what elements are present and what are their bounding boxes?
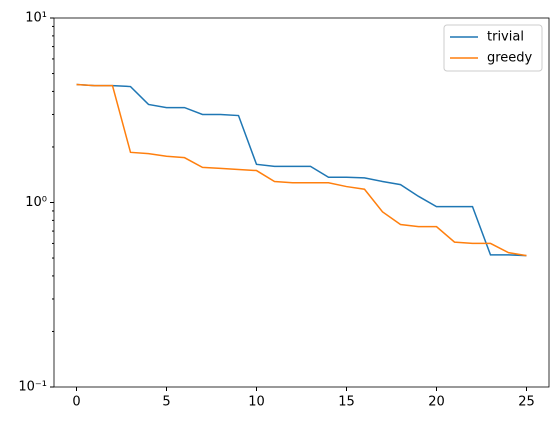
x-tick-label: 20	[428, 395, 445, 410]
legend: trivial greedy	[443, 24, 543, 72]
legend-label: greedy	[487, 51, 533, 66]
legend-label: trivial	[487, 30, 524, 45]
x-tick-label: 10	[248, 395, 265, 410]
x-tick-label: 5	[162, 395, 170, 410]
plot-frame	[53, 17, 550, 388]
line-series	[76, 83, 527, 257]
y-tick-label: 10⁻¹	[18, 380, 47, 395]
x-tick-label: 25	[518, 395, 535, 410]
x-tick-label: 0	[72, 395, 80, 410]
y-tick-label: 10⁰	[25, 195, 47, 210]
line-series	[76, 83, 527, 257]
y-tick-label: 10¹	[25, 11, 47, 26]
x-tick-label: 15	[338, 395, 355, 410]
